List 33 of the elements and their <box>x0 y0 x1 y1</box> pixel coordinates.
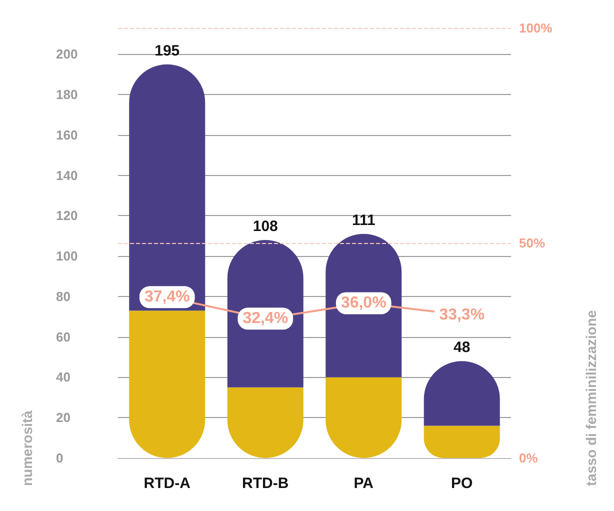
y-tick-label: 160 <box>56 127 78 142</box>
bar <box>129 64 206 311</box>
y-tick-label: 40 <box>56 370 70 385</box>
bar <box>424 426 500 458</box>
x-tick-label: RTD-A <box>144 475 191 492</box>
y-tick-label: 80 <box>56 289 70 304</box>
y-tick-label: 140 <box>56 168 78 183</box>
x-tick-label: PO <box>451 475 474 492</box>
total-label: 108 <box>252 218 278 235</box>
total-label: 195 <box>154 42 180 60</box>
y-tick-label: 100 <box>56 248 78 264</box>
y2-axis-title: tasso di femminilizzazione <box>583 310 599 486</box>
y-tick-label: 180 <box>56 87 78 102</box>
x-tick-label: RTD-B <box>242 475 289 492</box>
data-label: 33,3% <box>439 306 485 324</box>
total-label: 111 <box>352 212 376 229</box>
x-tick-label: PA <box>354 475 374 492</box>
total-label: 48 <box>454 339 470 356</box>
y-tick-label: 0 <box>56 450 64 466</box>
y2-tick-label: 0% <box>519 450 538 466</box>
y-axis-title: numerosità <box>19 410 35 486</box>
y2-tick-label: 100% <box>519 20 553 36</box>
data-label: 36,0% <box>340 294 386 312</box>
y-tick-label: 20 <box>56 410 70 426</box>
bar <box>326 234 402 378</box>
y-tick-label: 200 <box>56 46 78 62</box>
data-label: 37,4% <box>144 288 190 306</box>
y-tick-label: 60 <box>56 329 70 344</box>
y2-tick-label: 50% <box>519 236 546 250</box>
data-label: 32,4% <box>242 310 288 328</box>
y-tick-label: 120 <box>56 208 78 224</box>
bar <box>129 310 206 458</box>
bar <box>227 240 304 388</box>
